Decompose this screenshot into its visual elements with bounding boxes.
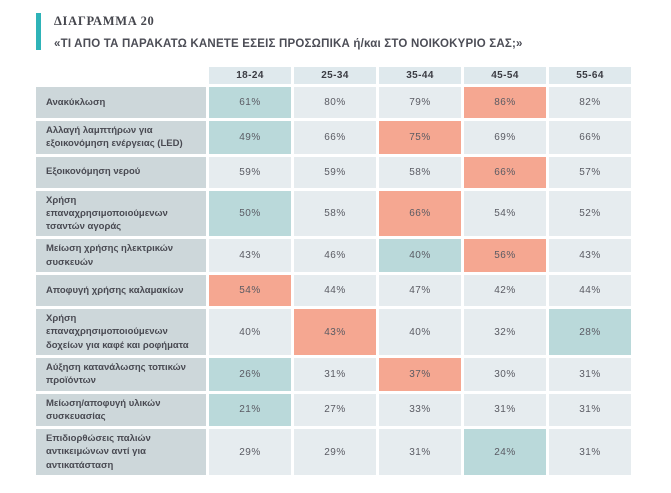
heatmap-cell: 75% xyxy=(379,121,461,154)
heatmap-cell: 31% xyxy=(379,429,461,476)
heatmap-cell: 57% xyxy=(549,156,631,188)
heatmap-cell: 40% xyxy=(379,309,461,355)
heatmap-cell: 30% xyxy=(464,357,546,391)
heatmap-header-row: 18-24 25-34 35-44 45-54 55-64 xyxy=(36,67,631,84)
corner-cell xyxy=(36,67,206,84)
age-column-header: 35-44 xyxy=(379,67,461,84)
age-column-header: 55-64 xyxy=(549,67,631,84)
age-column-header: 45-54 xyxy=(464,67,546,84)
heatmap-cell: 59% xyxy=(209,156,291,188)
heatmap-cell: 49% xyxy=(209,121,291,154)
heatmap-cell: 54% xyxy=(209,275,291,307)
heatmap-cell: 43% xyxy=(209,239,291,273)
heatmap-cell: 86% xyxy=(464,87,546,118)
heatmap-cell: 58% xyxy=(294,190,376,237)
heatmap-cell: 44% xyxy=(294,275,376,307)
heatmap-cell: 66% xyxy=(464,156,546,188)
row-label: Ανακύκλωση xyxy=(36,87,206,118)
row-label: Εξοικονόμηση νερού xyxy=(36,156,206,188)
heatmap-cell: 66% xyxy=(549,121,631,154)
heatmap-cell: 29% xyxy=(294,429,376,476)
chart-question-title: «ΤΙ ΑΠΟ ΤΑ ΠΑΡΑΚΑΤΩ ΚΑΝΕΤΕ ΕΣΕΙΣ ΠΡΟΣΩΠΙ… xyxy=(54,38,523,50)
heatmap-cell: 42% xyxy=(464,275,546,307)
heatmap-cell: 31% xyxy=(464,393,546,427)
table-row: Χρήση επαναχρησιμοποιούμενων δοχείων για… xyxy=(36,309,631,355)
row-label: Μείωση/αποφυγή υλικών συσκευασίας xyxy=(36,393,206,427)
row-label: Μείωση χρήσης ηλεκτρικών συσκευών xyxy=(36,239,206,273)
row-label: Αύξηση κατανάλωσης τοπικών προϊόντων xyxy=(36,357,206,391)
heatmap-cell: 47% xyxy=(379,275,461,307)
heatmap-cell: 33% xyxy=(379,393,461,427)
heatmap-cell: 28% xyxy=(549,309,631,355)
heatmap-cell: 24% xyxy=(464,429,546,476)
accent-bar xyxy=(36,13,41,50)
heatmap-cell: 40% xyxy=(209,309,291,355)
heatmap-cell: 80% xyxy=(294,87,376,118)
heatmap-cell: 46% xyxy=(294,239,376,273)
row-label: Επιδιορθώσεις παλιών αντικειμώνων αντί γ… xyxy=(36,429,206,476)
age-column-header: 18-24 xyxy=(209,67,291,84)
heatmap-body: Ανακύκλωση 61% 80% 79% 86% 82% Αλλαγή λαμπτήρω… xyxy=(36,87,631,476)
heatmap-cell: 43% xyxy=(549,239,631,273)
table-row: Επιδιορθώσεις παλιών αντικειμώνων αντί γ… xyxy=(36,429,631,476)
heatmap-cell: 31% xyxy=(549,393,631,427)
heatmap-table: 18-24 25-34 35-44 45-54 55-64 Ανακύκλωση 61% 8… xyxy=(33,64,634,478)
heatmap-cell: 27% xyxy=(294,393,376,427)
heatmap-cell: 69% xyxy=(464,121,546,154)
heatmap-cell: 44% xyxy=(549,275,631,307)
heatmap-table-wrap: 18-24 25-34 35-44 45-54 55-64 Ανακύκλωση 61% 8… xyxy=(33,64,648,478)
heatmap-cell: 58% xyxy=(379,156,461,188)
table-row: Αλλαγή λαμπτήρων για εξοικονόμηση ενέργε… xyxy=(36,121,631,154)
heatmap-cell: 29% xyxy=(209,429,291,476)
heatmap-cell: 50% xyxy=(209,190,291,237)
heatmap-cell: 66% xyxy=(379,190,461,237)
chart-titles: ΔΙΑΓΡΑΜΜΑ 20 «ΤΙ ΑΠΟ ΤΑ ΠΑΡΑΚΑΤΩ ΚΑΝΕΤΕ … xyxy=(54,13,523,50)
heatmap-cell: 40% xyxy=(379,239,461,273)
row-label: Χρήση επαναχρησιμοποιούμενων τσαντών αγο… xyxy=(36,190,206,237)
heatmap-cell: 26% xyxy=(209,357,291,391)
table-row: Αύξηση κατανάλωσης τοπικών προϊόντων 26% 3… xyxy=(36,357,631,391)
heatmap-cell: 61% xyxy=(209,87,291,118)
chart-header: ΔΙΑΓΡΑΜΜΑ 20 «ΤΙ ΑΠΟ ΤΑ ΠΑΡΑΚΑΤΩ ΚΑΝΕΤΕ … xyxy=(36,13,648,50)
heatmap-cell: 79% xyxy=(379,87,461,118)
table-row: Αποφυγή χρήσης καλαμακίων 54% 44% 47% 42% 44% xyxy=(36,275,631,307)
row-label: Χρήση επαναχρησιμοποιούμενων δοχείων για… xyxy=(36,309,206,355)
heatmap-cell: 54% xyxy=(464,190,546,237)
diagram-number-label: ΔΙΑΓΡΑΜΜΑ 20 xyxy=(54,14,155,28)
table-row: Εξοικονόμηση νερού 59% 59% 58% 66% 57% xyxy=(36,156,631,188)
table-row: Μείωση χρήσης ηλεκτρικών συσκευών 43% 46% 4… xyxy=(36,239,631,273)
heatmap-cell: 31% xyxy=(294,357,376,391)
table-row: Μείωση/αποφυγή υλικών συσκευασίας 21% 27% 3… xyxy=(36,393,631,427)
heatmap-cell: 31% xyxy=(549,357,631,391)
table-row: Χρήση επαναχρησιμοποιούμενων τσαντών αγο… xyxy=(36,190,631,237)
heatmap-cell: 21% xyxy=(209,393,291,427)
table-row: Ανακύκλωση 61% 80% 79% 86% 82% xyxy=(36,87,631,118)
heatmap-cell: 66% xyxy=(294,121,376,154)
row-label: Αλλαγή λαμπτήρων για εξοικονόμηση ενέργε… xyxy=(36,121,206,154)
heatmap-cell: 82% xyxy=(549,87,631,118)
age-column-header: 25-34 xyxy=(294,67,376,84)
heatmap-cell: 32% xyxy=(464,309,546,355)
heatmap-cell: 31% xyxy=(549,429,631,476)
heatmap-cell: 56% xyxy=(464,239,546,273)
heatmap-cell: 59% xyxy=(294,156,376,188)
heatmap-cell: 52% xyxy=(549,190,631,237)
heatmap-cell: 37% xyxy=(379,357,461,391)
heatmap-cell: 43% xyxy=(294,309,376,355)
row-label: Αποφυγή χρήσης καλαμακίων xyxy=(36,275,206,307)
